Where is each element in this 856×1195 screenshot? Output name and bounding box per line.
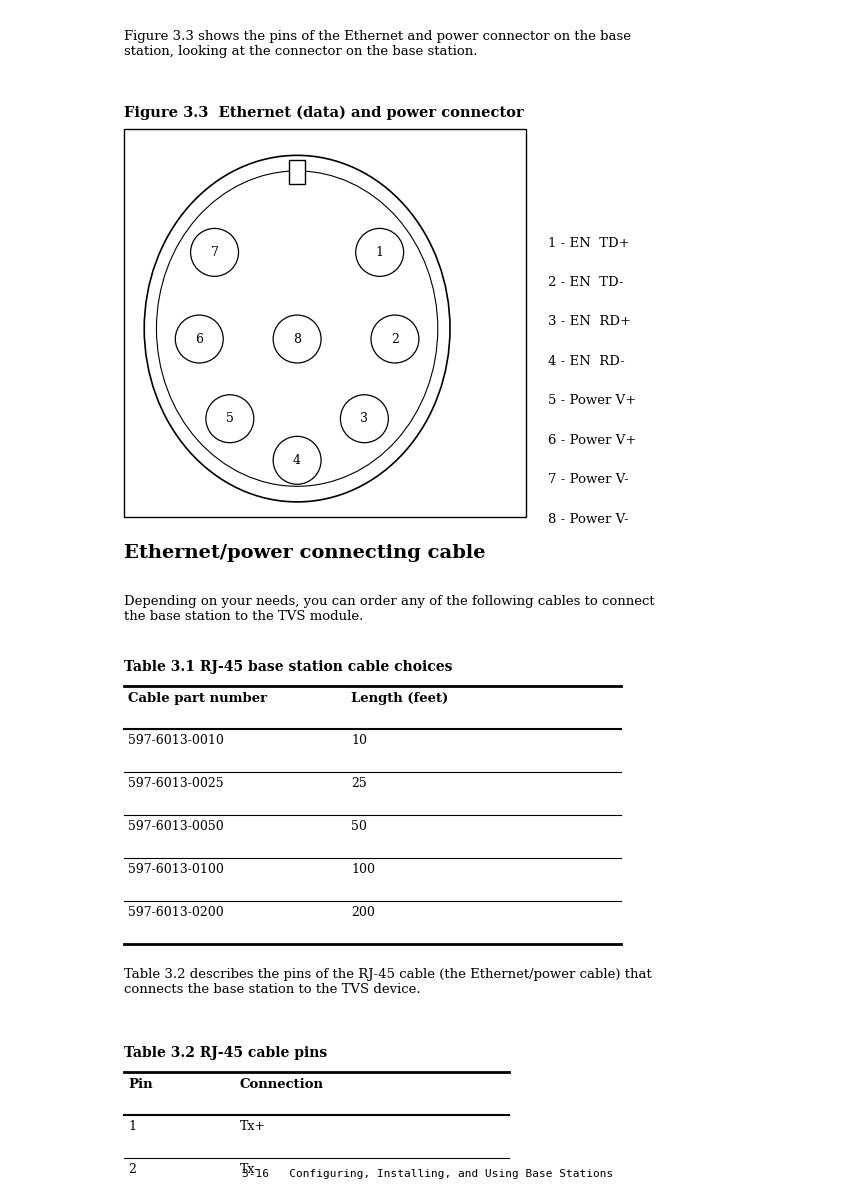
Text: 1: 1 (376, 246, 383, 259)
Text: 1 - EN  TD+: 1 - EN TD+ (548, 237, 629, 250)
Text: Figure 3.3  Ethernet (data) and power connector: Figure 3.3 Ethernet (data) and power con… (124, 105, 524, 120)
Text: 597-6013-0025: 597-6013-0025 (128, 777, 224, 790)
Text: 7 - Power V-: 7 - Power V- (548, 473, 628, 486)
Text: 50: 50 (351, 820, 367, 833)
Text: 597-6013-0010: 597-6013-0010 (128, 734, 224, 747)
Text: 2: 2 (128, 1163, 136, 1176)
Text: 2: 2 (391, 332, 399, 345)
Text: Depending on your needs, you can order any of the following cables to connect
th: Depending on your needs, you can order a… (124, 595, 655, 623)
Ellipse shape (144, 155, 450, 502)
Ellipse shape (371, 315, 419, 363)
Text: Cable part number: Cable part number (128, 692, 268, 705)
Text: 4 - EN  RD-: 4 - EN RD- (548, 355, 625, 368)
Text: 25: 25 (351, 777, 366, 790)
Ellipse shape (157, 171, 437, 486)
Text: 597-6013-0200: 597-6013-0200 (128, 906, 224, 919)
Text: 5 - Power V+: 5 - Power V+ (548, 394, 636, 407)
Ellipse shape (356, 228, 404, 276)
Text: 3 - EN  RD+: 3 - EN RD+ (548, 315, 631, 329)
Text: Pin: Pin (128, 1078, 153, 1091)
Text: 200: 200 (351, 906, 375, 919)
Text: Connection: Connection (240, 1078, 324, 1091)
Text: Figure 3.3 shows the pins of the Ethernet and power connector on the base
statio: Figure 3.3 shows the pins of the Etherne… (124, 30, 631, 57)
Ellipse shape (341, 394, 389, 442)
Text: Table 3.2 describes the pins of the RJ-45 cable (the Ethernet/power cable) that
: Table 3.2 describes the pins of the RJ-4… (124, 968, 652, 995)
Text: 1: 1 (128, 1120, 136, 1133)
Text: Table 3.2 RJ-45 cable pins: Table 3.2 RJ-45 cable pins (124, 1046, 327, 1060)
Text: 3: 3 (360, 412, 368, 425)
Ellipse shape (273, 436, 321, 484)
Text: Ethernet/power connecting cable: Ethernet/power connecting cable (124, 544, 485, 562)
Text: 6: 6 (195, 332, 203, 345)
Text: 8: 8 (293, 332, 301, 345)
Text: Tx-: Tx- (240, 1163, 259, 1176)
Text: 597-6013-0050: 597-6013-0050 (128, 820, 224, 833)
Text: 4: 4 (293, 454, 301, 467)
Ellipse shape (206, 394, 254, 442)
Text: Length (feet): Length (feet) (351, 692, 449, 705)
Text: Table 3.1 RJ-45 base station cable choices: Table 3.1 RJ-45 base station cable choic… (124, 660, 453, 674)
Text: 3-16   Configuring, Installing, and Using Base Stations: 3-16 Configuring, Installing, and Using … (242, 1169, 614, 1178)
Text: Tx+: Tx+ (240, 1120, 265, 1133)
Text: 8 - Power V-: 8 - Power V- (548, 513, 628, 526)
Text: 5: 5 (226, 412, 234, 425)
Ellipse shape (175, 315, 223, 363)
Text: 2 - EN  TD-: 2 - EN TD- (548, 276, 623, 289)
Bar (124, 129, 526, 517)
Text: 10: 10 (351, 734, 367, 747)
Ellipse shape (273, 315, 321, 363)
Text: 6 - Power V+: 6 - Power V+ (548, 434, 636, 447)
Text: 7: 7 (211, 246, 218, 259)
Text: 597-6013-0100: 597-6013-0100 (128, 863, 224, 876)
Text: 100: 100 (351, 863, 375, 876)
Ellipse shape (191, 228, 239, 276)
Bar (289, 160, 305, 184)
